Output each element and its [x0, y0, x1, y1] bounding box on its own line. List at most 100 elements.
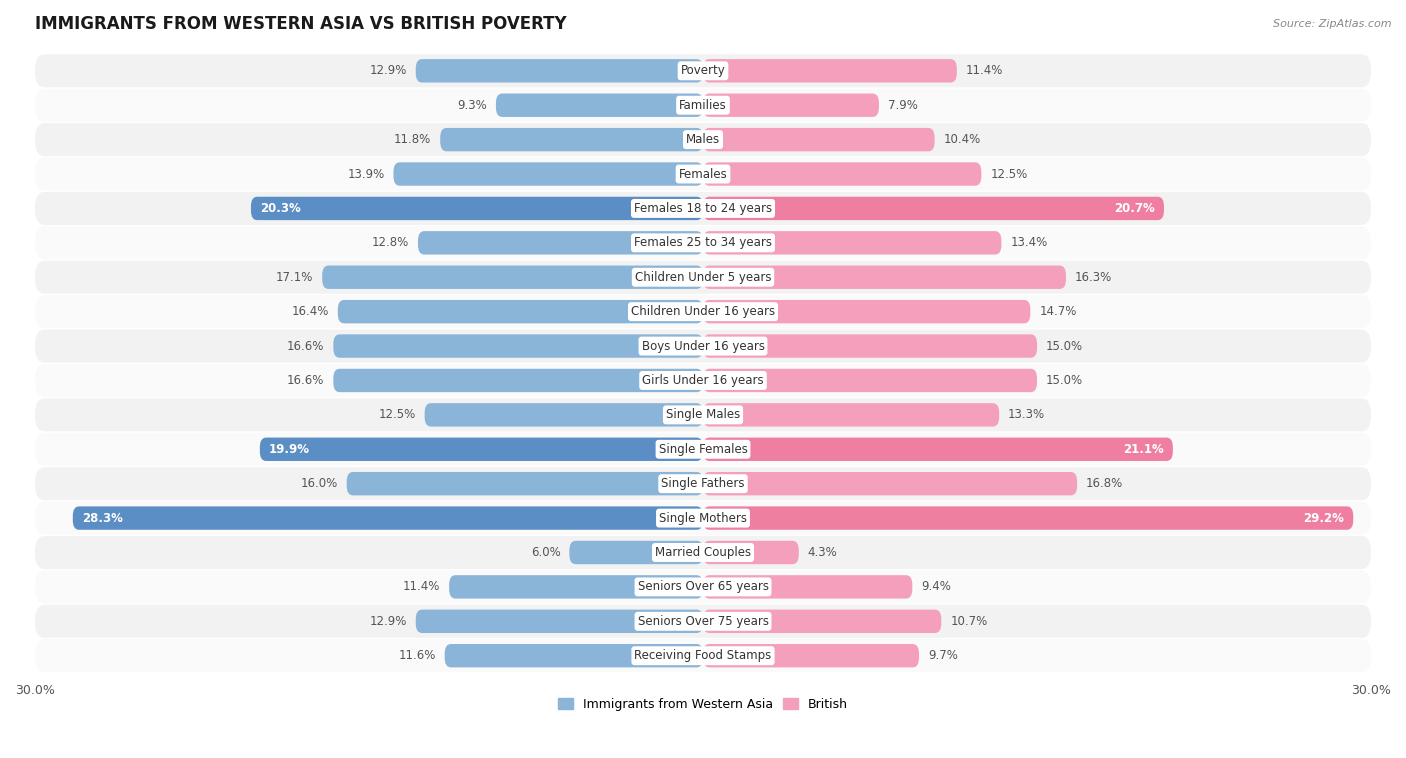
FancyBboxPatch shape — [703, 93, 879, 117]
Text: 15.0%: 15.0% — [1046, 374, 1083, 387]
Text: 12.9%: 12.9% — [370, 615, 406, 628]
Text: Females: Females — [679, 168, 727, 180]
Text: Females 25 to 34 years: Females 25 to 34 years — [634, 236, 772, 249]
Text: Single Mothers: Single Mothers — [659, 512, 747, 525]
FancyBboxPatch shape — [703, 472, 1077, 496]
Text: Girls Under 16 years: Girls Under 16 years — [643, 374, 763, 387]
FancyBboxPatch shape — [703, 609, 941, 633]
Text: 9.4%: 9.4% — [921, 581, 950, 594]
Text: 12.8%: 12.8% — [371, 236, 409, 249]
Text: 11.4%: 11.4% — [404, 581, 440, 594]
Text: Single Fathers: Single Fathers — [661, 478, 745, 490]
FancyBboxPatch shape — [440, 128, 703, 152]
Text: Males: Males — [686, 133, 720, 146]
FancyBboxPatch shape — [35, 399, 1371, 431]
Text: 6.0%: 6.0% — [530, 546, 561, 559]
FancyBboxPatch shape — [347, 472, 703, 496]
FancyBboxPatch shape — [703, 437, 1173, 461]
Text: 19.9%: 19.9% — [269, 443, 309, 456]
FancyBboxPatch shape — [35, 605, 1371, 637]
FancyBboxPatch shape — [337, 300, 703, 324]
Text: 14.7%: 14.7% — [1039, 305, 1077, 318]
Text: 7.9%: 7.9% — [887, 99, 918, 111]
FancyBboxPatch shape — [703, 575, 912, 599]
Text: Children Under 5 years: Children Under 5 years — [634, 271, 772, 283]
FancyBboxPatch shape — [703, 59, 957, 83]
FancyBboxPatch shape — [703, 197, 1164, 220]
Text: 12.9%: 12.9% — [370, 64, 406, 77]
Text: Source: ZipAtlas.com: Source: ZipAtlas.com — [1274, 19, 1392, 29]
FancyBboxPatch shape — [35, 467, 1371, 500]
FancyBboxPatch shape — [703, 300, 1031, 324]
FancyBboxPatch shape — [35, 123, 1371, 156]
Text: 20.7%: 20.7% — [1115, 202, 1156, 215]
Text: 20.3%: 20.3% — [260, 202, 301, 215]
FancyBboxPatch shape — [703, 162, 981, 186]
Text: Single Females: Single Females — [658, 443, 748, 456]
Text: 16.0%: 16.0% — [301, 478, 337, 490]
FancyBboxPatch shape — [333, 334, 703, 358]
Text: 16.4%: 16.4% — [291, 305, 329, 318]
Text: 21.1%: 21.1% — [1123, 443, 1164, 456]
FancyBboxPatch shape — [496, 93, 703, 117]
Text: Seniors Over 65 years: Seniors Over 65 years — [637, 581, 769, 594]
FancyBboxPatch shape — [35, 433, 1371, 465]
Text: 10.7%: 10.7% — [950, 615, 987, 628]
FancyBboxPatch shape — [569, 540, 703, 564]
FancyBboxPatch shape — [416, 609, 703, 633]
FancyBboxPatch shape — [333, 368, 703, 392]
Text: 9.7%: 9.7% — [928, 649, 957, 662]
Legend: Immigrants from Western Asia, British: Immigrants from Western Asia, British — [553, 693, 853, 716]
Text: Boys Under 16 years: Boys Under 16 years — [641, 340, 765, 352]
Text: Receiving Food Stamps: Receiving Food Stamps — [634, 649, 772, 662]
Text: 15.0%: 15.0% — [1046, 340, 1083, 352]
FancyBboxPatch shape — [35, 536, 1371, 569]
FancyBboxPatch shape — [250, 197, 703, 220]
Text: Poverty: Poverty — [681, 64, 725, 77]
Text: 17.1%: 17.1% — [276, 271, 314, 283]
Text: 12.5%: 12.5% — [990, 168, 1028, 180]
Text: 13.9%: 13.9% — [347, 168, 385, 180]
FancyBboxPatch shape — [703, 506, 1353, 530]
FancyBboxPatch shape — [425, 403, 703, 427]
Text: 12.5%: 12.5% — [378, 409, 416, 421]
FancyBboxPatch shape — [35, 89, 1371, 122]
Text: 16.8%: 16.8% — [1085, 478, 1123, 490]
FancyBboxPatch shape — [35, 502, 1371, 534]
Text: 11.8%: 11.8% — [394, 133, 432, 146]
FancyBboxPatch shape — [35, 192, 1371, 225]
Text: Families: Families — [679, 99, 727, 111]
Text: 13.3%: 13.3% — [1008, 409, 1045, 421]
Text: IMMIGRANTS FROM WESTERN ASIA VS BRITISH POVERTY: IMMIGRANTS FROM WESTERN ASIA VS BRITISH … — [35, 15, 567, 33]
FancyBboxPatch shape — [35, 570, 1371, 603]
Text: 13.4%: 13.4% — [1011, 236, 1047, 249]
FancyBboxPatch shape — [703, 403, 1000, 427]
FancyBboxPatch shape — [703, 265, 1066, 289]
Text: 4.3%: 4.3% — [807, 546, 838, 559]
Text: 11.4%: 11.4% — [966, 64, 1002, 77]
FancyBboxPatch shape — [35, 55, 1371, 87]
Text: 28.3%: 28.3% — [82, 512, 122, 525]
FancyBboxPatch shape — [703, 334, 1038, 358]
Text: 29.2%: 29.2% — [1303, 512, 1344, 525]
Text: Single Males: Single Males — [666, 409, 740, 421]
FancyBboxPatch shape — [703, 644, 920, 667]
FancyBboxPatch shape — [73, 506, 703, 530]
Text: 16.6%: 16.6% — [287, 340, 325, 352]
Text: 16.6%: 16.6% — [287, 374, 325, 387]
Text: Females 18 to 24 years: Females 18 to 24 years — [634, 202, 772, 215]
FancyBboxPatch shape — [260, 437, 703, 461]
FancyBboxPatch shape — [35, 295, 1371, 328]
FancyBboxPatch shape — [35, 227, 1371, 259]
FancyBboxPatch shape — [449, 575, 703, 599]
Text: Married Couples: Married Couples — [655, 546, 751, 559]
FancyBboxPatch shape — [322, 265, 703, 289]
Text: 9.3%: 9.3% — [457, 99, 486, 111]
FancyBboxPatch shape — [35, 158, 1371, 190]
Text: 16.3%: 16.3% — [1076, 271, 1112, 283]
FancyBboxPatch shape — [35, 330, 1371, 362]
Text: Seniors Over 75 years: Seniors Over 75 years — [637, 615, 769, 628]
FancyBboxPatch shape — [394, 162, 703, 186]
FancyBboxPatch shape — [703, 368, 1038, 392]
FancyBboxPatch shape — [35, 364, 1371, 397]
